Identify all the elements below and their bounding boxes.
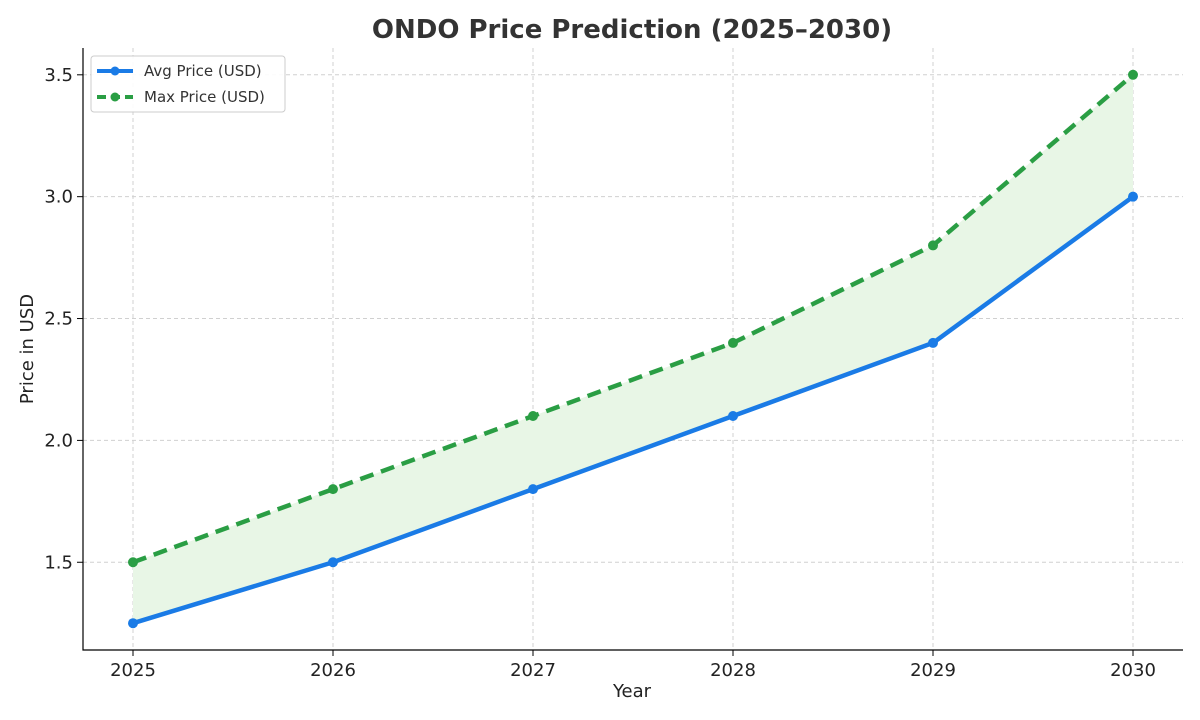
data-point [328, 484, 338, 495]
series-max-price [128, 69, 1138, 568]
x-tick-label: 2030 [1110, 660, 1156, 681]
legend-label: Avg Price (USD) [144, 62, 262, 80]
x-axis-label: Year [612, 681, 652, 702]
x-tick-label: 2028 [710, 660, 756, 681]
data-point [528, 484, 538, 495]
series-layer [128, 69, 1138, 629]
legend-marker [110, 66, 120, 76]
series-avg-price [128, 191, 1138, 629]
x-tick-label: 2025 [110, 660, 156, 681]
data-point [1128, 191, 1138, 202]
data-point [728, 337, 738, 348]
y-tick-label: 2.5 [44, 309, 73, 330]
x-tick-label: 2029 [910, 660, 956, 681]
y-axis-label: Price in USD [17, 294, 38, 404]
y-tick-label: 3.0 [44, 187, 73, 208]
data-point [128, 618, 138, 629]
legend-box [90, 55, 286, 113]
axis-spines [82, 48, 1183, 651]
legend-entry: Avg Price (USD) [97, 62, 262, 80]
legend-marker [110, 92, 120, 102]
y-tick-label: 1.5 [44, 552, 73, 573]
y-tick-label: 3.5 [44, 65, 73, 86]
x-tick-label: 2027 [510, 660, 556, 681]
legend-entry: Max Price (USD) [97, 88, 265, 106]
chart-title: ONDO Price Prediction (2025–2030) [372, 15, 892, 45]
data-point [128, 557, 138, 568]
legend-label: Max Price (USD) [144, 88, 265, 106]
series-line [132, 194, 1135, 626]
data-point [328, 557, 338, 568]
data-point [728, 411, 738, 422]
y-tick-label: 2.0 [44, 430, 73, 451]
data-point [528, 411, 538, 422]
data-point [928, 337, 938, 348]
data-point [1128, 69, 1138, 80]
series-line [132, 73, 1135, 565]
data-point [928, 240, 938, 251]
x-tick-label: 2026 [310, 660, 356, 681]
legend: Avg Price (USD) Max Price (USD) [90, 55, 286, 113]
fill-between-area [133, 74, 1133, 624]
axes: 2025 2026 2027 2028 2029 2030 1.5 2.0 2.5 3.0 3.5 [44, 48, 1183, 681]
